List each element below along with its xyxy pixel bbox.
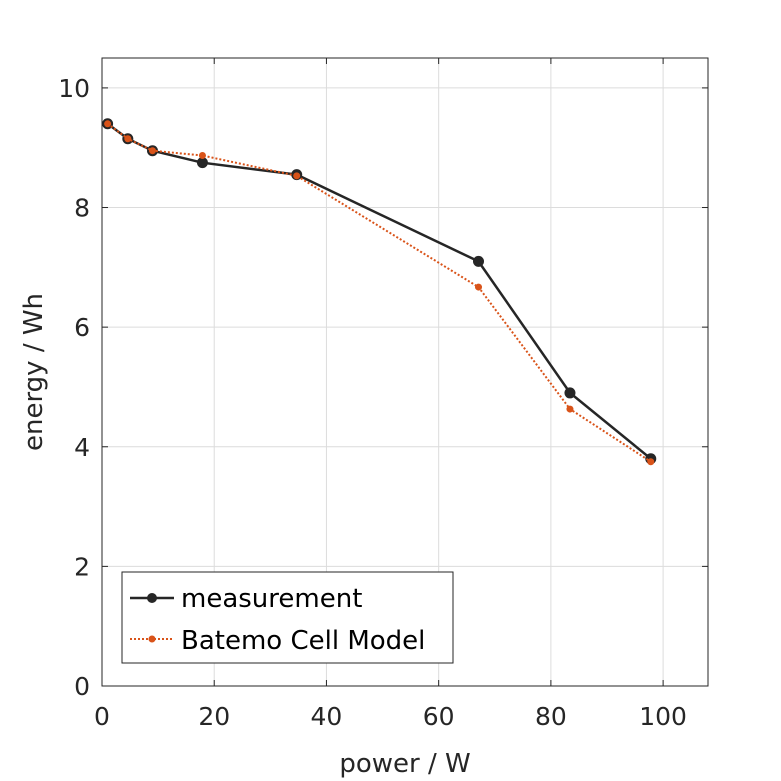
data-point-batemo <box>293 172 301 180</box>
y-tick-label: 10 <box>58 74 90 103</box>
legend: measurement Batemo Cell Model <box>121 571 454 664</box>
legend-box <box>121 571 454 664</box>
data-point-measurement <box>564 387 576 399</box>
x-tick-label: 80 <box>535 702 567 731</box>
plot-frame <box>101 57 709 687</box>
x-tick-label: 100 <box>639 702 687 731</box>
y-tick-label: 0 <box>74 672 90 701</box>
x-axis-label: power / W <box>339 749 470 779</box>
data-point-batemo <box>149 147 156 155</box>
legend-label-batemo: Batemo Cell Model <box>181 626 425 656</box>
x-tick-label: 20 <box>198 702 230 731</box>
y-tick-label: 8 <box>74 194 90 223</box>
data-point-batemo <box>104 120 112 128</box>
data-point-measurement <box>196 157 208 169</box>
x-tick-label: 40 <box>311 702 343 731</box>
x-tick-label: 0 <box>94 702 110 731</box>
data-point-measurement <box>473 255 485 267</box>
legend-marker-batemo <box>148 635 156 643</box>
y-axis-label: energy / Wh <box>19 293 49 451</box>
legend-label-measurement: measurement <box>181 584 362 614</box>
data-point-batemo <box>475 283 483 291</box>
data-point-batemo <box>647 458 655 466</box>
legend-marker-measurement <box>147 593 157 603</box>
data-point-batemo <box>566 405 574 413</box>
series-group <box>102 118 657 466</box>
y-tick-label: 4 <box>74 433 90 462</box>
x-tick-label: 60 <box>423 702 455 731</box>
series-line-batemo <box>107 122 652 463</box>
y-tick-label: 2 <box>74 552 90 581</box>
axis-ticks: 0 20 40 60 80 100 0 2 4 6 8 10 <box>58 58 708 731</box>
y-tick-label: 6 <box>74 313 90 342</box>
data-point-batemo <box>124 135 132 143</box>
data-point-batemo <box>198 151 206 159</box>
grid <box>101 58 708 687</box>
